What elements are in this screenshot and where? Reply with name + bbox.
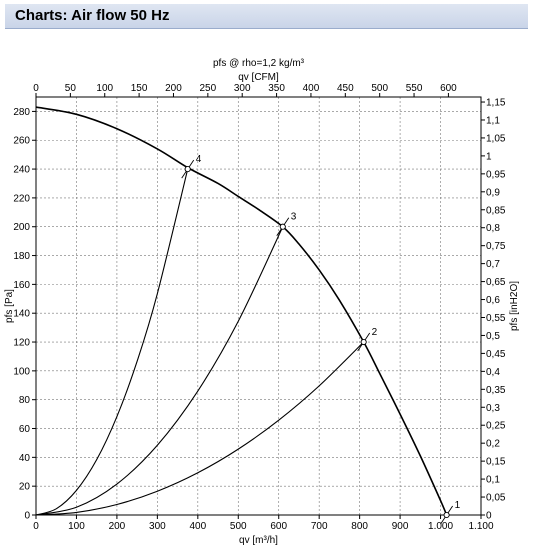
operating-point-marker: [279, 223, 286, 230]
fan-curve: [35, 106, 448, 516]
x-tick-label: 1.000: [428, 521, 453, 532]
y2-tick-label: 1,15: [486, 98, 506, 109]
y-tick-label: 260: [13, 136, 30, 147]
header-bar: Charts: Air flow 50 Hz: [5, 4, 528, 29]
x2-tick-label: 100: [96, 83, 113, 94]
y2-tick-label: 0,55: [486, 313, 506, 324]
x-tick-label: 300: [149, 521, 166, 532]
x2-tick-label: 600: [440, 83, 457, 94]
x-tick-label: 900: [392, 521, 409, 532]
x2-tick-label: 50: [65, 83, 77, 94]
y2-tick-label: 0,65: [486, 277, 506, 288]
y2-tick-label: 0,85: [486, 205, 506, 216]
operating-point-marker: [443, 511, 450, 519]
x-tick-label: 500: [230, 521, 247, 532]
x-tick-label: 800: [351, 521, 368, 532]
x2-axis-label: qv [CFM]: [238, 72, 279, 83]
x2-tick-label: 400: [303, 83, 320, 94]
y-tick-label: 20: [19, 482, 31, 493]
y-tick-label: 200: [13, 222, 30, 233]
y-tick-label: 240: [13, 165, 30, 176]
y2-tick-label: 0,1: [486, 475, 500, 486]
x2-tick-label: 350: [268, 83, 285, 94]
system-curve-1: [35, 341, 365, 516]
y-tick-label: 160: [13, 280, 30, 291]
y2-tick-label: 0,7: [486, 259, 500, 270]
y2-axis-label: pfs [inH2O]: [509, 281, 520, 331]
x2-tick-label: 200: [165, 83, 182, 94]
y-tick-label: 0: [24, 511, 30, 522]
x-axis-label: qv [m³/h]: [239, 535, 278, 546]
y2-tick-label: 0,4: [486, 367, 500, 378]
y2-tick-label: 0,9: [486, 187, 500, 198]
x-tick-label: 400: [189, 521, 206, 532]
y2-tick-label: 0,75: [486, 241, 506, 252]
y2-tick-label: 0,45: [486, 349, 506, 360]
y2-tick-label: 0,2: [486, 439, 500, 450]
y-tick-label: 120: [13, 338, 30, 349]
x2-tick-label: 250: [199, 83, 216, 94]
y2-tick-label: 0,15: [486, 457, 506, 468]
operating-point-marker: [360, 338, 367, 346]
y2-tick-label: 0,25: [486, 421, 506, 432]
x2-tick-label: 0: [33, 83, 39, 94]
y-tick-label: 180: [13, 251, 30, 262]
operating-point-label: 3: [291, 212, 297, 223]
operating-point-label: 1: [455, 500, 461, 511]
plot-frame: [35, 96, 482, 516]
x2-tick-label: 150: [131, 83, 148, 94]
x-tick-label: 100: [68, 521, 85, 532]
x2-tick-label: 300: [234, 83, 251, 94]
y2-tick-label: 0: [486, 511, 492, 522]
y-axis-label: pfs [Pa]: [4, 289, 15, 323]
x-tick-label: 200: [109, 521, 126, 532]
operating-point-label: 2: [372, 327, 378, 338]
y-tick-label: 220: [13, 193, 30, 204]
page-title: Charts: Air flow 50 Hz: [15, 7, 170, 24]
operating-points: 1 2 3 4: [181, 154, 461, 525]
system-curve-2: [35, 226, 284, 516]
x2-tick-label: 450: [337, 83, 354, 94]
grid: [36, 97, 481, 515]
x-tick-label: 600: [270, 521, 287, 532]
y2-tick-label: 0,35: [486, 385, 506, 396]
system-curve-3: [35, 168, 189, 516]
x-tick-label: 700: [311, 521, 328, 532]
y-tick-label: 60: [19, 424, 31, 435]
x-tick-label: 0: [33, 521, 39, 532]
y2-tick-label: 0,95: [486, 169, 506, 180]
y-tick-label: 140: [13, 309, 30, 320]
chart-title: pfs @ rho=1,2 kg/m³: [213, 58, 305, 69]
y-tick-label: 280: [13, 107, 30, 118]
y2-tick-label: 0,6: [486, 295, 500, 306]
y2-tick-label: 0,3: [486, 403, 500, 414]
y-tick-label: 40: [19, 453, 31, 464]
operating-point-label: 4: [196, 154, 202, 165]
y2-tick-label: 0,8: [486, 223, 500, 234]
y-tick-label: 100: [13, 366, 30, 377]
y2-tick-label: 1,1: [486, 115, 500, 126]
y2-tick-label: 0,5: [486, 331, 500, 342]
y-tick-label: 80: [19, 395, 31, 406]
x2-tick-label: 550: [406, 83, 423, 94]
curves: [35, 106, 448, 516]
x2-tick-label: 500: [371, 83, 388, 94]
y2-tick-label: 1,05: [486, 133, 506, 144]
y2-tick-label: 0,05: [486, 493, 506, 504]
y2-tick-label: 1: [486, 151, 492, 162]
x-tick-label: 1.100: [468, 521, 493, 532]
operating-point-marker: [184, 166, 191, 173]
